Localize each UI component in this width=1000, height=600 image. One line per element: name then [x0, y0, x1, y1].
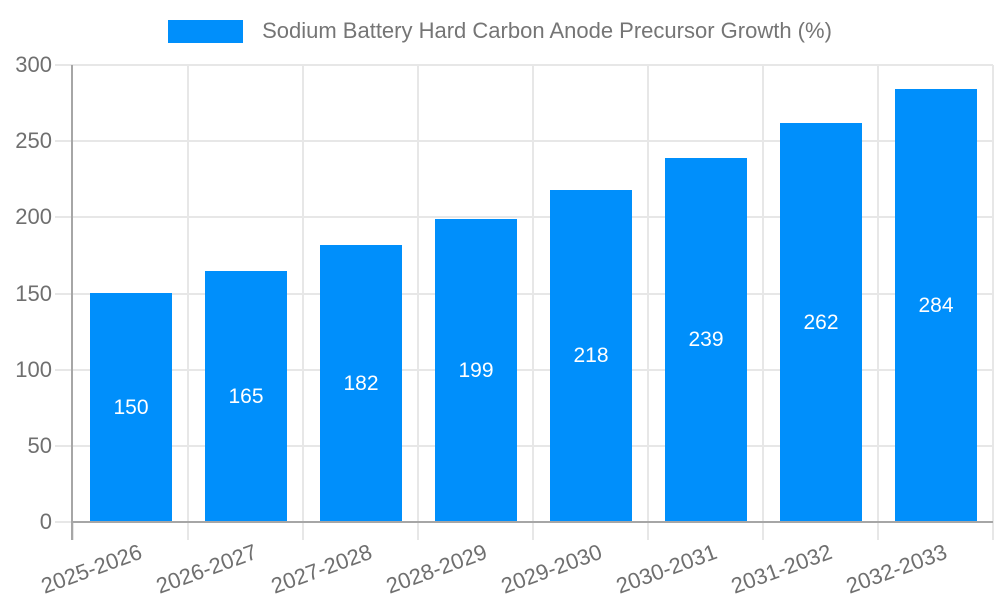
bar[interactable]: [550, 190, 632, 522]
bar[interactable]: [90, 293, 172, 522]
x-tick-mark: [187, 522, 189, 540]
bar[interactable]: [665, 158, 747, 522]
y-tick-mark: [55, 521, 73, 523]
y-tick-label: 50: [27, 433, 52, 458]
y-tick-mark: [55, 64, 73, 66]
bar-value-label: 239: [688, 328, 724, 351]
bar-value-label: 150: [113, 396, 149, 419]
v-gridline: [877, 65, 879, 522]
v-gridline: [532, 65, 534, 522]
x-tick-mark: [762, 522, 764, 540]
bar-value-label: 165: [228, 385, 264, 408]
bar-value-label: 182: [343, 372, 379, 395]
legend-label: Sodium Battery Hard Carbon Anode Precurs…: [262, 18, 832, 43]
y-tick-mark: [55, 445, 73, 447]
v-gridline: [302, 65, 304, 522]
bar[interactable]: [435, 219, 517, 522]
v-gridline: [187, 65, 189, 522]
v-gridline: [762, 65, 764, 522]
bar-value-label: 284: [918, 294, 954, 317]
bar-value-label: 262: [803, 311, 839, 334]
y-axis-line: [71, 65, 73, 540]
v-gridline: [417, 65, 419, 522]
legend-item[interactable]: Sodium Battery Hard Carbon Anode Precurs…: [0, 18, 1000, 44]
y-tick-label: 200: [15, 204, 52, 229]
y-tick-label: 0: [39, 509, 52, 534]
x-tick-mark: [532, 522, 534, 540]
x-axis-line: [71, 521, 993, 523]
y-tick-mark: [55, 369, 73, 371]
x-tick-mark: [877, 522, 879, 540]
y-tick-mark: [55, 216, 73, 218]
x-tick-mark: [72, 522, 74, 540]
bar[interactable]: [895, 89, 977, 522]
y-tick-mark: [55, 293, 73, 295]
bar[interactable]: [205, 271, 287, 522]
y-tick-label: 300: [15, 52, 52, 77]
x-tick-mark: [417, 522, 419, 540]
y-tick-label: 100: [15, 357, 52, 382]
x-tick-mark: [992, 522, 994, 540]
x-tick-mark: [302, 522, 304, 540]
x-tick-mark: [647, 522, 649, 540]
bar[interactable]: [780, 123, 862, 522]
v-gridline: [992, 65, 994, 522]
y-tick-mark: [55, 140, 73, 142]
legend-swatch: [168, 19, 244, 43]
bar[interactable]: [320, 245, 402, 522]
y-tick-label: 250: [15, 128, 52, 153]
bar-value-label: 199: [458, 359, 494, 382]
bar-value-label: 218: [573, 344, 609, 367]
y-tick-label: 150: [15, 281, 52, 306]
v-gridline: [647, 65, 649, 522]
